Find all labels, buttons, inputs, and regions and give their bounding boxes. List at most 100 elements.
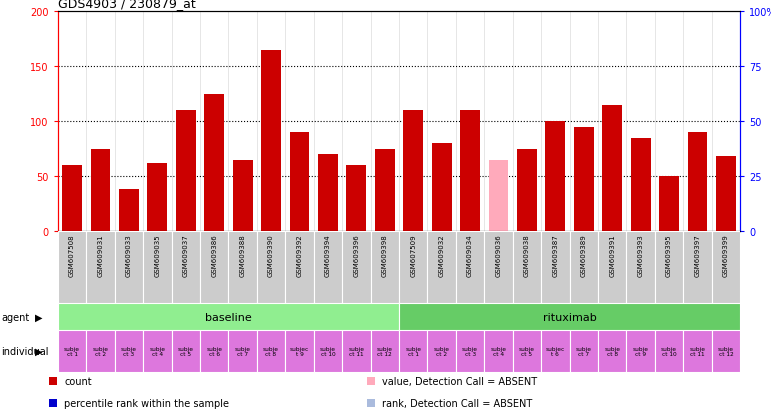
Text: subje
ct 8: subje ct 8 <box>263 346 279 356</box>
Text: subje
ct 10: subje ct 10 <box>320 346 336 356</box>
Bar <box>399 231 427 304</box>
Text: GSM609388: GSM609388 <box>240 233 246 276</box>
Bar <box>171 330 200 372</box>
Bar <box>712 231 740 304</box>
Bar <box>346 166 366 231</box>
Text: GSM609396: GSM609396 <box>353 233 359 276</box>
Bar <box>574 127 594 231</box>
Text: GSM607509: GSM607509 <box>410 233 416 276</box>
Bar <box>484 330 513 372</box>
Bar <box>427 231 456 304</box>
Bar <box>659 177 679 231</box>
Text: subje
ct 12: subje ct 12 <box>377 346 392 356</box>
Text: subje
ct 3: subje ct 3 <box>462 346 478 356</box>
Text: GSM609386: GSM609386 <box>211 233 217 276</box>
Bar <box>115 231 143 304</box>
Bar <box>371 330 399 372</box>
Bar <box>631 138 651 231</box>
Text: subje
ct 11: subje ct 11 <box>689 346 705 356</box>
Bar <box>257 231 285 304</box>
Bar <box>342 231 371 304</box>
Bar <box>143 330 171 372</box>
Bar <box>460 111 480 231</box>
Bar <box>712 330 740 372</box>
Text: agent: agent <box>2 312 30 322</box>
Bar <box>58 231 86 304</box>
Bar <box>399 330 427 372</box>
Bar <box>257 330 285 372</box>
Text: baseline: baseline <box>205 312 252 322</box>
Bar <box>513 231 541 304</box>
Bar <box>602 105 622 231</box>
Text: subjec
t 9: subjec t 9 <box>290 346 309 356</box>
Text: ▶: ▶ <box>35 312 42 322</box>
Bar <box>456 231 484 304</box>
Bar <box>318 155 338 231</box>
Bar <box>233 160 253 231</box>
Bar <box>200 231 228 304</box>
Bar <box>58 330 86 372</box>
Text: subje
ct 11: subje ct 11 <box>348 346 365 356</box>
Bar <box>541 330 570 372</box>
Bar <box>342 330 371 372</box>
Bar <box>716 157 736 231</box>
Bar <box>545 122 565 231</box>
Text: GSM609390: GSM609390 <box>268 233 274 276</box>
Text: GSM609037: GSM609037 <box>183 233 189 276</box>
Text: GSM609034: GSM609034 <box>467 233 473 276</box>
Text: subje
ct 8: subje ct 8 <box>604 346 620 356</box>
Text: subje
ct 6: subje ct 6 <box>206 346 222 356</box>
Text: count: count <box>64 376 92 386</box>
Bar <box>86 231 115 304</box>
Text: subje
ct 1: subje ct 1 <box>64 346 80 356</box>
Bar <box>403 111 423 231</box>
Text: GSM609032: GSM609032 <box>439 233 445 276</box>
Text: GSM609035: GSM609035 <box>154 233 160 276</box>
Text: GSM609033: GSM609033 <box>126 233 132 276</box>
Point <box>365 399 378 406</box>
Text: value, Detection Call = ABSENT: value, Detection Call = ABSENT <box>382 376 537 386</box>
Text: GSM609038: GSM609038 <box>524 233 530 276</box>
Bar <box>484 231 513 304</box>
Bar <box>626 231 655 304</box>
Text: subje
ct 2: subje ct 2 <box>433 346 449 356</box>
Text: GSM609387: GSM609387 <box>552 233 558 276</box>
Bar <box>228 330 257 372</box>
Point <box>47 399 59 406</box>
Bar <box>285 330 314 372</box>
Bar <box>62 166 82 231</box>
Bar <box>688 133 708 231</box>
Bar <box>200 330 228 372</box>
Text: subje
ct 3: subje ct 3 <box>121 346 137 356</box>
Text: subje
ct 7: subje ct 7 <box>234 346 251 356</box>
Bar <box>626 330 655 372</box>
Bar <box>683 330 712 372</box>
Bar <box>570 231 598 304</box>
Bar <box>90 149 110 231</box>
Bar <box>598 231 626 304</box>
Text: rituximab: rituximab <box>543 312 597 322</box>
Bar <box>371 231 399 304</box>
Point <box>365 378 378 385</box>
Bar <box>58 304 399 330</box>
Bar <box>314 231 342 304</box>
Text: subje
ct 9: subje ct 9 <box>633 346 648 356</box>
Text: GSM607508: GSM607508 <box>69 233 75 276</box>
Bar <box>86 330 115 372</box>
Text: subje
ct 10: subje ct 10 <box>661 346 677 356</box>
Bar <box>432 144 452 231</box>
Bar <box>285 231 314 304</box>
Text: GSM609036: GSM609036 <box>496 233 501 276</box>
Text: GSM609397: GSM609397 <box>695 233 701 276</box>
Text: subje
ct 1: subje ct 1 <box>406 346 421 356</box>
Text: subje
ct 4: subje ct 4 <box>490 346 507 356</box>
Bar <box>176 111 196 231</box>
Text: individual: individual <box>2 346 49 356</box>
Bar <box>655 330 683 372</box>
Bar <box>143 231 171 304</box>
Bar <box>570 330 598 372</box>
Text: GSM609392: GSM609392 <box>297 233 302 276</box>
Bar <box>598 330 626 372</box>
Bar <box>517 149 537 231</box>
Bar <box>427 330 456 372</box>
